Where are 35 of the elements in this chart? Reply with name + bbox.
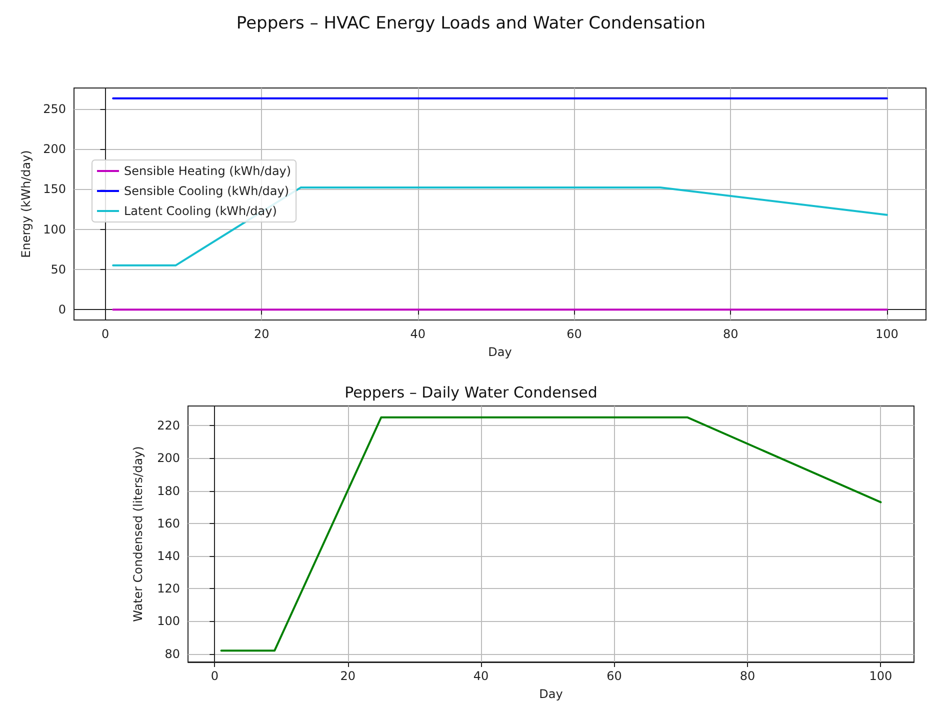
y-tick-label: 50 [50,262,66,276]
y-tick-label: 150 [43,182,66,196]
y-tick-label: 0 [58,302,66,317]
y-tick-label: 100 [157,614,180,628]
x-tick-label: 60 [566,327,582,341]
x-axis-title: Day [539,687,563,701]
chart-title: Peppers – Daily Water Condensed [344,384,598,402]
x-tick-label: 20 [340,669,356,683]
y-tick-label: 120 [157,582,180,596]
legend-label: Sensible Cooling (kWh/day) [124,184,290,198]
y-tick-label: 180 [157,484,180,498]
x-tick-label: 80 [722,327,738,341]
x-tick-label: 100 [875,327,898,341]
x-tick-label: 20 [254,327,270,341]
x-axis-title: Day [488,345,512,359]
chart-title: Peppers – HVAC Energy Loads and Water Condensation [236,14,706,34]
x-tick-label: 80 [740,669,756,683]
x-tick-label: 0 [101,327,110,341]
y-tick-label: 200 [43,142,66,156]
x-tick-label: 100 [869,669,892,683]
x-tick-label: 40 [473,669,489,683]
y-tick-label: 160 [157,516,180,530]
y-tick-label: 140 [157,549,180,564]
legend-label: Sensible Heating (kWh/day) [124,164,292,178]
legend-label: Latent Cooling (kWh/day) [124,204,277,218]
y-tick-label: 200 [157,451,180,466]
y-tick-label: 250 [43,102,66,116]
y-axis-title: Energy (kWh/day) [19,150,34,258]
x-tick-label: 60 [606,669,622,683]
y-tick-label: 100 [43,222,66,236]
x-tick-label: 40 [410,327,426,341]
y-tick-label: 220 [157,418,180,433]
y-tick-label: 80 [164,646,180,661]
y-axis-title: Water Condensed (liters/day) [131,446,145,622]
x-tick-label: 0 [210,669,218,683]
